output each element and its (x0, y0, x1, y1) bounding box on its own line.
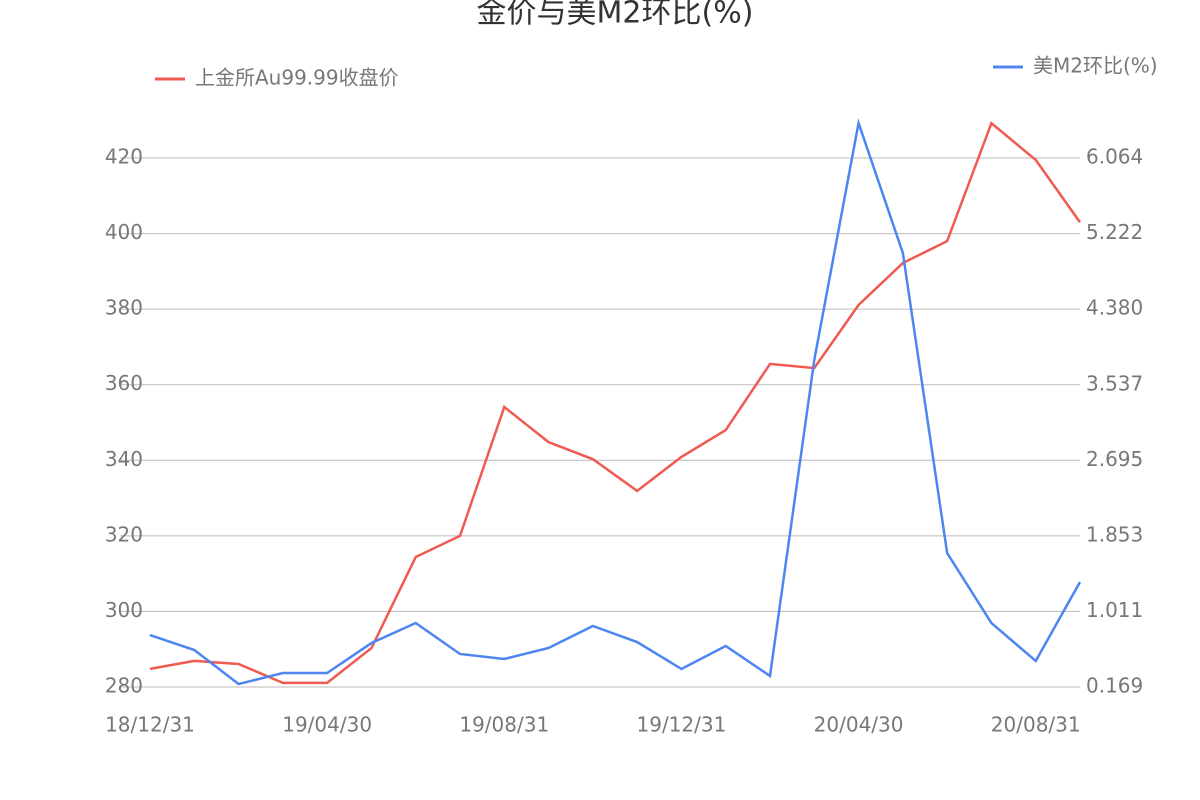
y-tick-label: 420 (105, 145, 143, 169)
x-tick-label: 20/08/31 (991, 713, 1081, 737)
series-line (149, 118, 1082, 686)
y-tick-label: 340 (105, 447, 143, 471)
y-tick-label: 380 (105, 296, 143, 320)
y2-tick-label: 5.222 (1086, 220, 1143, 244)
y-tick-label: 280 (105, 674, 143, 698)
y-tick-label: 300 (105, 598, 143, 622)
x-tick-label: 19/12/31 (637, 713, 727, 737)
y-tick-label: 320 (105, 522, 143, 546)
y2-tick-label: 6.064 (1086, 145, 1143, 169)
y-tick-label: 400 (105, 220, 143, 244)
legend-label: 美M2环比(%) (1033, 54, 1158, 78)
x-tick-label: 19/08/31 (459, 713, 549, 737)
chart-title: 金价与美M2环比(%) (477, 0, 754, 31)
x-tick-label: 19/04/30 (282, 713, 372, 737)
x-tick-label: 20/04/30 (814, 713, 904, 737)
y2-tick-label: 0.169 (1086, 674, 1143, 698)
y2-tick-label: 4.380 (1086, 296, 1143, 320)
y2-tick-label: 1.011 (1086, 598, 1143, 622)
series-line (149, 121, 1082, 685)
y2-tick-label: 1.853 (1086, 522, 1143, 546)
y2-tick-label: 2.695 (1086, 447, 1143, 471)
x-tick-label: 18/12/31 (105, 713, 195, 737)
y2-tick-label: 3.537 (1086, 371, 1143, 395)
legend-label: 上金所Au99.99收盘价 (195, 66, 399, 90)
y-tick-label: 360 (105, 371, 143, 395)
